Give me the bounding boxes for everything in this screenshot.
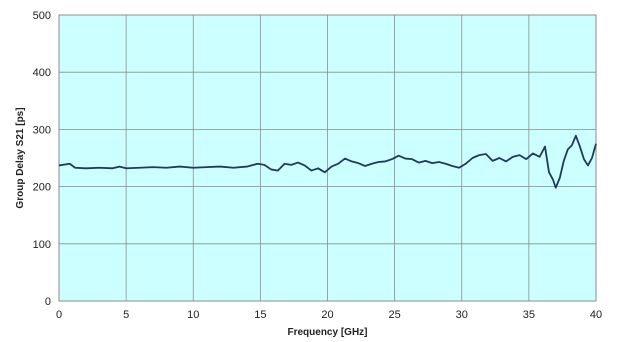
x-tick-label: 25 xyxy=(389,309,401,321)
y-axis-label: Group Delay S21 [ps] xyxy=(15,107,26,208)
x-tick-label: 20 xyxy=(321,309,333,321)
x-tick-label: 10 xyxy=(187,309,199,321)
y-axis-ticks: 0 100 200 300 400 500 xyxy=(33,10,51,308)
x-tick-label: 30 xyxy=(456,309,468,321)
y-tick-label: 200 xyxy=(33,182,51,194)
x-tick-label: 35 xyxy=(523,309,535,321)
y-tick-label: 500 xyxy=(33,10,51,22)
y-tick-label: 300 xyxy=(33,124,51,136)
x-tick-label: 0 xyxy=(56,309,62,321)
series-line xyxy=(58,134,597,189)
plot-border xyxy=(58,14,597,302)
x-tick-label: 5 xyxy=(123,309,129,321)
x-tick-label: 40 xyxy=(590,309,602,321)
y-tick-label: 100 xyxy=(33,239,51,251)
x-axis-label: Frequency [GHz] xyxy=(287,327,367,338)
y-tick-label: 400 xyxy=(33,67,51,79)
y-tick-label: 0 xyxy=(45,296,51,308)
x-axis-ticks: 0 5 10 15 20 25 30 35 40 xyxy=(56,309,602,321)
x-tick-label: 15 xyxy=(254,309,266,321)
